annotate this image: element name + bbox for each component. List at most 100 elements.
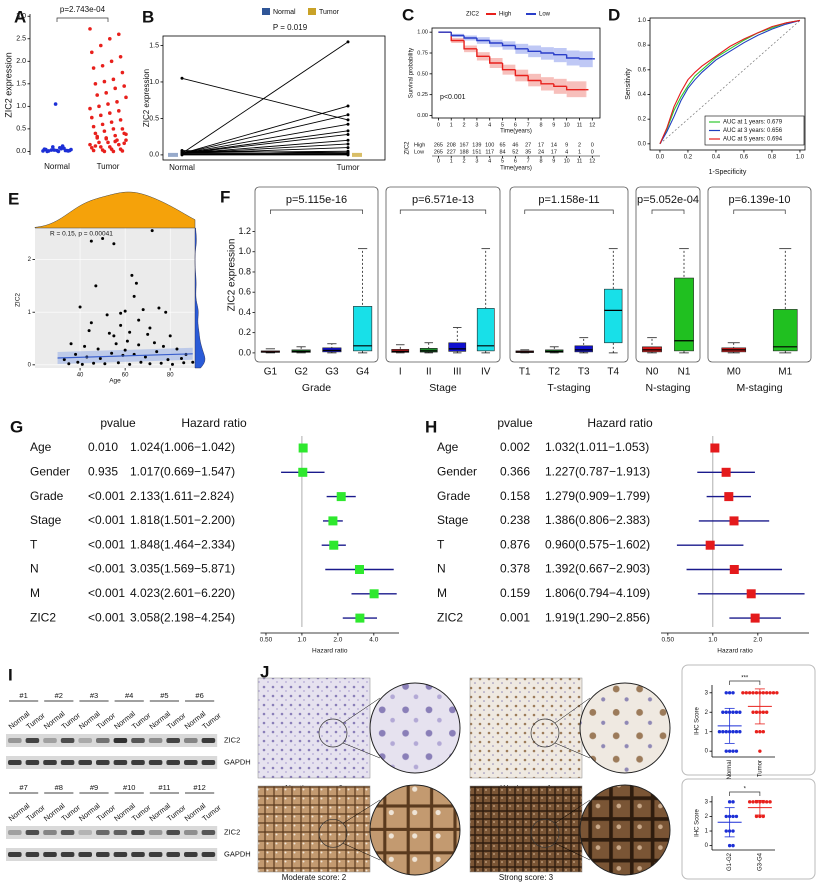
- x-tick-label: 2.0: [333, 637, 342, 644]
- legend-title: ZIC2: [466, 12, 480, 18]
- facet-title: p=1.158e-11: [538, 194, 599, 206]
- blot-band: [60, 830, 75, 835]
- hazard-ratio-mark: [298, 443, 308, 453]
- y-axis-label: IHC Score: [695, 809, 701, 837]
- hazard-ratio: 1.806(0.794−4.109): [545, 586, 650, 600]
- x-axis-label: T-staging: [547, 382, 590, 394]
- row-label: Gender: [30, 464, 70, 478]
- risk-count: 46: [512, 142, 518, 148]
- x-tick-label: 6: [514, 122, 517, 128]
- x-tick-label: 8: [539, 122, 542, 128]
- group-mark: [352, 152, 362, 157]
- point: [109, 120, 114, 124]
- point: [93, 131, 98, 136]
- x-tick-label: 60: [122, 373, 129, 379]
- x-tick-label: M1: [778, 367, 792, 378]
- bracket: [733, 209, 786, 214]
- roc-curve: [659, 19, 801, 145]
- y-tick-label: 1.0: [16, 103, 26, 110]
- point: [118, 54, 123, 59]
- y-axis-label: Survival probability: [409, 48, 415, 98]
- point: [112, 242, 116, 246]
- point: [51, 145, 55, 149]
- blot-band: [148, 760, 163, 765]
- blot-band: [148, 738, 163, 743]
- point: [161, 344, 165, 348]
- point: [754, 800, 759, 804]
- ihc-image: [469, 785, 583, 873]
- point: [734, 814, 739, 819]
- point: [122, 84, 126, 88]
- panel-label: G: [10, 417, 23, 436]
- hazard-ratio: 1.848(1.464−2.334): [130, 537, 235, 551]
- hazard-ratio-mark: [729, 516, 739, 526]
- ihc-image: [257, 677, 371, 779]
- row-label: Stage: [30, 513, 62, 527]
- blot-band: [131, 738, 145, 743]
- blot-band: [96, 738, 110, 743]
- point: [738, 710, 742, 714]
- hazard-ratio-mark: [710, 443, 720, 453]
- y-tick-label: 0.8: [238, 266, 251, 276]
- blot-band: [96, 830, 110, 835]
- box: [772, 309, 798, 352]
- blot-band: [60, 760, 75, 765]
- survival-step: [540, 51, 554, 54]
- point: [120, 149, 125, 153]
- hazard-ratio: 1.032(1.011−1.053): [545, 440, 649, 454]
- point: [91, 66, 96, 70]
- survival-step: [553, 53, 567, 56]
- panel-label: A: [14, 7, 26, 26]
- point: [96, 347, 100, 351]
- point: [747, 691, 752, 695]
- x-tick-label: 9: [552, 122, 555, 128]
- x-tick-label: 0.50: [260, 637, 273, 644]
- p-value: 0.001: [500, 610, 530, 624]
- panel-label: I: [8, 665, 13, 684]
- box: [476, 308, 495, 352]
- point: [182, 361, 186, 365]
- point: [346, 153, 350, 157]
- bracket: [729, 680, 761, 685]
- point: [170, 362, 174, 366]
- pair-line: [181, 134, 349, 154]
- point: [98, 357, 102, 361]
- row-label: ZIC2: [437, 610, 463, 624]
- y-tick-label: 1.5: [149, 42, 159, 49]
- point: [168, 334, 172, 338]
- plot-frame: [649, 17, 806, 151]
- pair-line: [181, 123, 349, 154]
- point: [108, 36, 112, 41]
- x-tick-label: Tumor: [97, 162, 120, 171]
- point: [88, 142, 92, 147]
- sample-label: #8: [55, 783, 63, 792]
- hazard-ratio: 2.133(1.611−2.824): [130, 489, 234, 503]
- point: [93, 82, 98, 86]
- point: [164, 310, 168, 314]
- point: [761, 800, 765, 804]
- x-tick-label: N1: [678, 367, 691, 378]
- point: [90, 115, 94, 120]
- point: [159, 361, 163, 365]
- x-tick-label: 1.0: [297, 637, 306, 644]
- blot-strip: [6, 848, 218, 861]
- point: [724, 710, 728, 714]
- risk-count: 17: [538, 142, 544, 148]
- zoom-connector: [554, 697, 591, 724]
- risk-count: 84: [499, 149, 505, 155]
- zoom-image: [369, 784, 461, 876]
- point: [724, 829, 728, 833]
- point: [734, 749, 739, 753]
- bracket: [399, 209, 487, 214]
- point: [87, 329, 91, 333]
- point: [89, 239, 93, 243]
- blot-band: [184, 830, 198, 835]
- p-value: <0.001: [88, 489, 125, 503]
- point: [731, 843, 735, 848]
- risk-count: 2: [578, 142, 581, 148]
- point: [91, 124, 96, 129]
- point: [758, 749, 762, 753]
- point: [346, 142, 350, 146]
- y-tick-label: 0.2: [238, 327, 251, 337]
- point: [111, 77, 116, 82]
